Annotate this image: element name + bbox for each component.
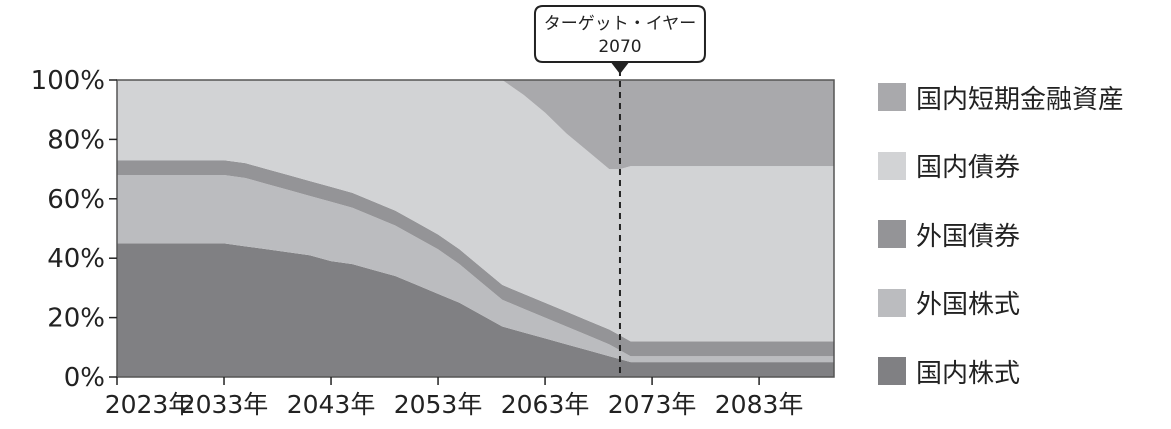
target-year-value: 2070 — [598, 37, 641, 57]
area-series-0 — [117, 243, 834, 377]
legend-item: 国内債券 — [878, 151, 1168, 183]
y-tick-label: 80% — [47, 125, 105, 155]
y-axis: 0% 20% 40% 60% 80% 100% — [31, 66, 117, 393]
legend-label: 国内債券 — [916, 153, 1021, 183]
y-tick-label: 20% — [47, 304, 105, 334]
area-series-4 — [117, 80, 834, 170]
legend-item: 外国株式 — [878, 288, 1168, 320]
x-tick-label: 2043年 — [287, 390, 376, 419]
legend-item: 国内株式 — [878, 356, 1168, 389]
area-series-1 — [117, 175, 834, 363]
legend-label: 外国株式 — [916, 290, 1021, 320]
legend: 国内短期金融資産 国内債券外国債券外国株式国内株式 — [878, 82, 1168, 425]
legend-item: 外国債券 — [878, 219, 1168, 252]
legend-label: 外国債券 — [916, 221, 1021, 252]
x-tick-label: 2053年 — [394, 390, 483, 419]
legend-swatch — [878, 151, 906, 180]
target-year-label: ターゲット・イヤー — [544, 14, 697, 34]
legend-label: 国内株式 — [916, 358, 1021, 389]
plot-frame — [116, 79, 835, 378]
x-tick-label: 2073年 — [608, 390, 697, 419]
legend-swatch — [878, 357, 906, 385]
y-tick-label: 0% — [64, 363, 105, 393]
legend-swatch — [878, 220, 906, 248]
x-tick-label: 2023年 — [105, 390, 194, 419]
target-year-callout-box — [533, 5, 706, 63]
x-tick-label: 2083年 — [715, 390, 804, 419]
area-series-3 — [117, 80, 834, 342]
target-year-annotation: ターゲット・イヤー 2070 — [533, 5, 706, 377]
x-tick-label: 2033年 — [180, 390, 269, 419]
y-tick-label: 60% — [47, 185, 105, 215]
legend-item: 国内短期金融資産 — [878, 82, 1168, 115]
area-layers — [117, 80, 834, 377]
legend-swatch — [878, 288, 906, 317]
y-tick-label: 100% — [31, 66, 105, 96]
legend-swatch — [878, 83, 906, 111]
x-tick-label: 2063年 — [501, 390, 590, 419]
legend-label: 国内短期金融資産 — [916, 84, 1125, 115]
y-tick-label: 40% — [47, 244, 105, 274]
target-year-pointer-icon — [609, 61, 630, 74]
